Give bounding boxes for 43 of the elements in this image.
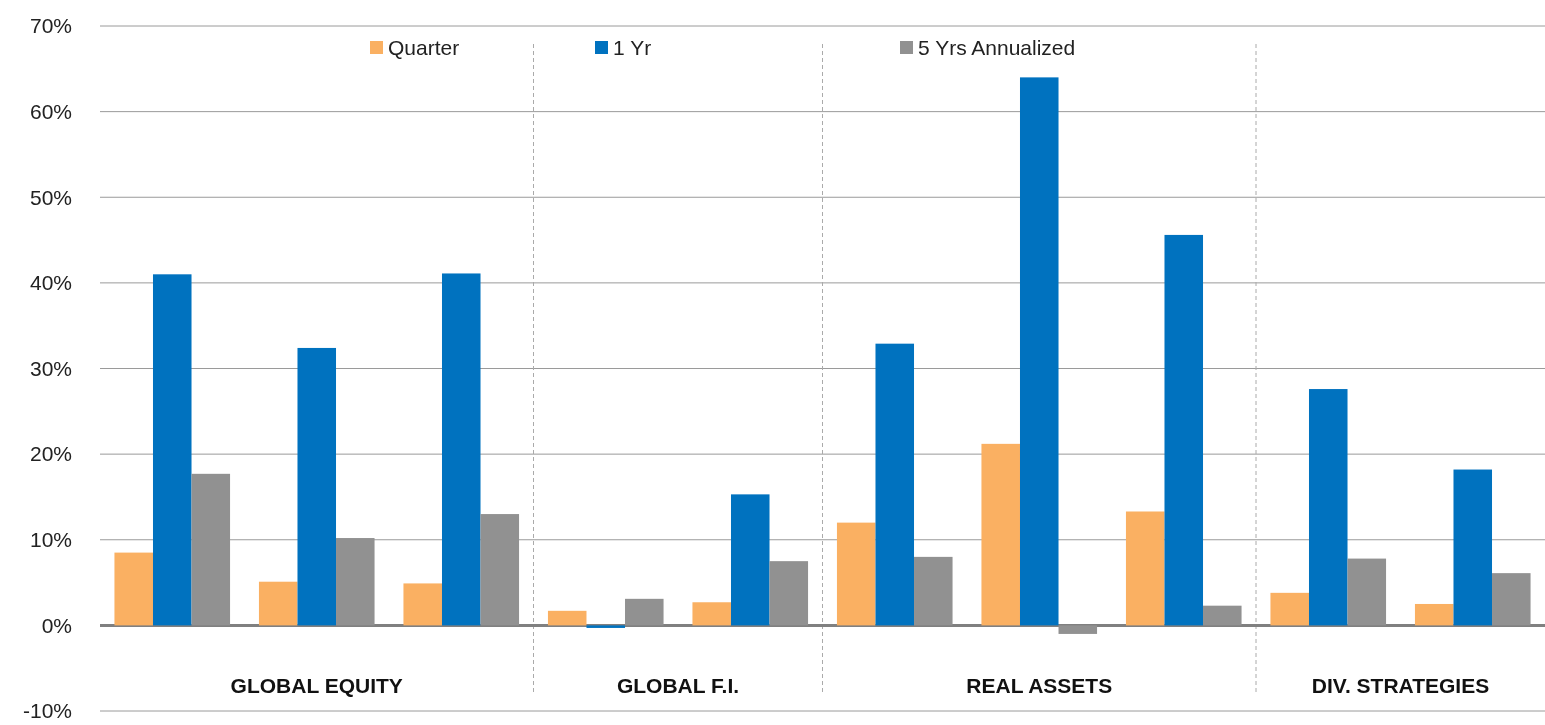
y-tick-label: 10% <box>29 528 72 552</box>
bar <box>586 625 626 628</box>
bar <box>1125 511 1165 626</box>
bar <box>1308 389 1348 626</box>
bar <box>258 581 298 626</box>
bar <box>1492 573 1531 626</box>
annotation: GLOBAL F.I. <box>616 673 740 697</box>
bar <box>692 602 731 626</box>
bar <box>1164 234 1204 626</box>
bar <box>1019 77 1059 626</box>
y-tick-label: 50% <box>29 185 72 209</box>
y-tick-label: -10% <box>22 699 72 723</box>
bar <box>114 552 153 626</box>
y-tick-label: 40% <box>29 271 72 295</box>
bar <box>625 598 664 626</box>
bar <box>297 347 337 626</box>
bar <box>1270 592 1309 626</box>
bar <box>1453 469 1493 626</box>
bar <box>152 274 192 626</box>
bar <box>441 273 481 626</box>
bar <box>1203 605 1242 626</box>
bar <box>875 343 915 626</box>
bar <box>836 522 876 626</box>
bar <box>914 556 953 626</box>
bar <box>1058 625 1098 634</box>
y-tick-label: 30% <box>29 356 72 380</box>
y-tick-label: 0% <box>41 613 72 637</box>
y-tick-label: 70% <box>29 14 72 38</box>
bar <box>1414 603 1454 626</box>
annotation: DIV. STRATEGIES <box>1311 673 1490 697</box>
legend-label: 5 Yrs Annualized <box>918 36 1076 60</box>
legend-label: 1 Yr <box>613 36 652 60</box>
bar <box>769 561 809 626</box>
legend-label: Quarter <box>388 36 460 60</box>
bar <box>730 494 770 626</box>
bar <box>1347 558 1387 626</box>
y-tick-label: 60% <box>29 99 72 123</box>
bar <box>403 583 442 626</box>
y-tick-label: 20% <box>29 442 72 466</box>
bar <box>981 443 1020 626</box>
annotation: REAL ASSETS <box>966 673 1113 697</box>
bar <box>547 610 587 626</box>
annotation: GLOBAL EQUITY <box>230 673 403 697</box>
